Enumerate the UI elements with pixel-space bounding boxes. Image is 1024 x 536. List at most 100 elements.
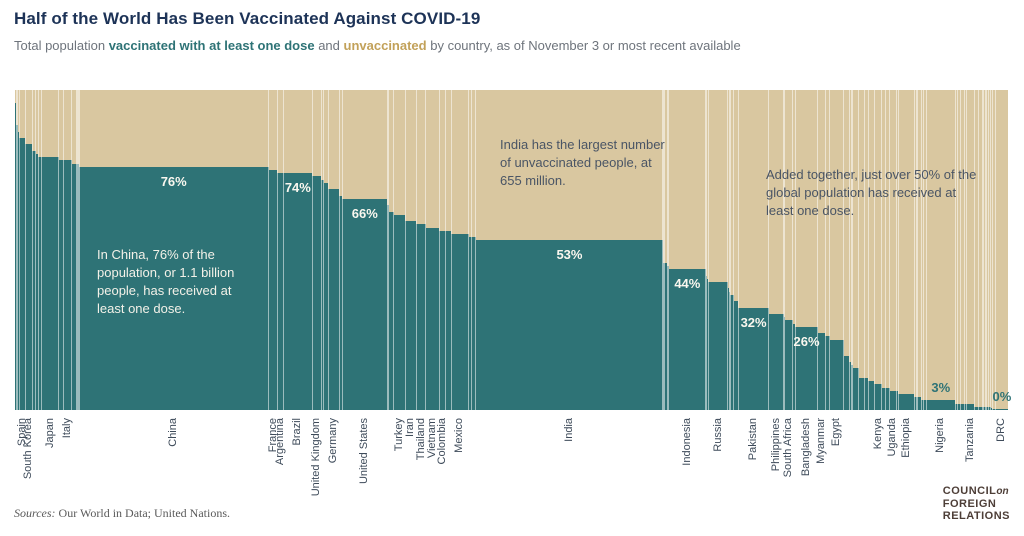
bar-separator	[965, 90, 967, 410]
bar-unlabeled-58	[852, 368, 859, 410]
bar-separator	[341, 90, 343, 410]
pct-label-india: 53%	[556, 247, 583, 263]
bar-unlabeled-64	[885, 387, 890, 410]
bar-separator	[973, 90, 975, 410]
bar-separator	[863, 90, 865, 410]
axis-label-bangladesh: Bangladesh	[800, 418, 813, 477]
pct-label-bangladesh: 26%	[793, 333, 820, 349]
bar-separator	[58, 90, 60, 410]
bar-separator	[404, 90, 406, 410]
axis-label-myanmar: Myanmar	[814, 418, 827, 464]
bar-separator	[981, 90, 983, 410]
bar-separator	[867, 90, 869, 410]
bar-separator	[77, 90, 81, 410]
bar-separator	[784, 90, 786, 410]
bar-separator	[990, 90, 992, 410]
bar-separator	[415, 90, 417, 410]
bar-separator	[768, 90, 770, 410]
bar-separator	[843, 90, 845, 410]
bar-germany	[328, 189, 340, 410]
bar-separator	[705, 90, 707, 410]
bar-unlabeled-86	[990, 408, 993, 410]
bar-unlabeled-85	[988, 406, 991, 410]
axis-label-china: China	[167, 418, 180, 447]
bar-unlabeled-81	[982, 406, 984, 410]
bar-separator	[848, 90, 850, 410]
bar-separator	[450, 90, 452, 410]
bar-separator	[881, 90, 883, 410]
bar-south-africa	[784, 320, 793, 410]
legend-vaccinated-label: vaccinated with at least one dose	[108, 38, 315, 53]
bar-separator	[873, 90, 875, 410]
bar-ethiopia	[898, 394, 915, 410]
bar-separator	[728, 90, 730, 410]
bar-separator	[960, 90, 962, 410]
bar-philippines	[768, 314, 784, 410]
axis-label-nigeria: Nigeria	[934, 418, 947, 453]
bar-separator	[737, 90, 739, 410]
bar-separator	[327, 90, 329, 410]
bar-turkey	[393, 214, 406, 410]
bar-uganda	[889, 390, 897, 410]
bar-iran	[405, 221, 417, 410]
bar-separator	[18, 90, 20, 410]
bar-unlabeled-57	[851, 365, 853, 410]
bar-unlabeled-36	[663, 262, 668, 410]
bar-separator	[824, 90, 826, 410]
bar-vietnam	[425, 227, 440, 410]
axis-label-colombia: Colombia	[436, 418, 448, 465]
bar-separator	[75, 90, 77, 410]
axis-label-egypt: Egypt	[830, 418, 843, 447]
bar-separator	[37, 90, 39, 410]
bar-unlabeled-55	[843, 355, 850, 410]
logo-line3: RELATIONS	[942, 510, 1010, 522]
bar-unlabeled-25	[388, 211, 394, 410]
bar-unlabeled-6	[32, 150, 36, 410]
pct-label-united-states: 66%	[351, 205, 378, 221]
bar-unlabeled-31	[445, 230, 452, 410]
bar-japan	[41, 157, 59, 410]
bar-unlabeled-69	[916, 397, 918, 410]
mekko-chart	[15, 90, 1008, 410]
bar-separator	[438, 90, 440, 410]
bar-unlabeled-33	[468, 237, 472, 410]
bar-separator	[386, 90, 388, 410]
pct-label-china: 76%	[160, 173, 187, 189]
bar-india	[475, 240, 664, 410]
bar-brazil	[283, 173, 313, 410]
bar-unlabeled-82	[983, 406, 986, 410]
axis-label-indonesia: Indonesia	[680, 418, 693, 466]
bar-separator	[986, 90, 988, 410]
bar-unlabeled-68	[914, 397, 917, 410]
annotation-global: Added together, just over 50% of the glo…	[766, 167, 977, 218]
annotation-india: India has the largest number of unvaccin…	[500, 137, 665, 188]
bar-unlabeled-19	[321, 179, 324, 410]
bar-separator	[706, 90, 708, 410]
bar-separator	[884, 90, 886, 410]
bar-unlabeled-56	[849, 362, 852, 410]
chart-subtitle: Total population vaccinated with at leas…	[14, 38, 741, 53]
bar-unlabeled-77	[964, 403, 967, 410]
bar-separator	[954, 90, 956, 410]
bar-separator	[71, 90, 73, 410]
subtitle-prefix: Total population	[14, 38, 109, 53]
bar-separator	[817, 90, 819, 410]
bar-separator	[995, 90, 997, 410]
bar-unlabeled-76	[960, 403, 965, 410]
sources-label: Sources:	[14, 506, 56, 520]
axis-label-mexico: Mexico	[453, 418, 466, 453]
bar-unlabeled-75	[957, 403, 961, 410]
bar-russia	[708, 282, 728, 410]
bar-unlabeled-87	[992, 409, 996, 410]
bar-separator	[41, 90, 43, 410]
bar-unlabeled-7	[35, 154, 39, 410]
bar-france	[268, 170, 278, 410]
bar-united-kingdom	[312, 176, 322, 410]
bar-separator	[729, 90, 731, 410]
bar-unlabeled-80	[978, 406, 983, 410]
bar-separator	[666, 90, 668, 410]
axis-label-united-states: United States	[358, 418, 371, 485]
bar-separator	[926, 90, 928, 410]
bar-separator	[792, 90, 794, 410]
bar-unlabeled-66	[896, 390, 899, 410]
